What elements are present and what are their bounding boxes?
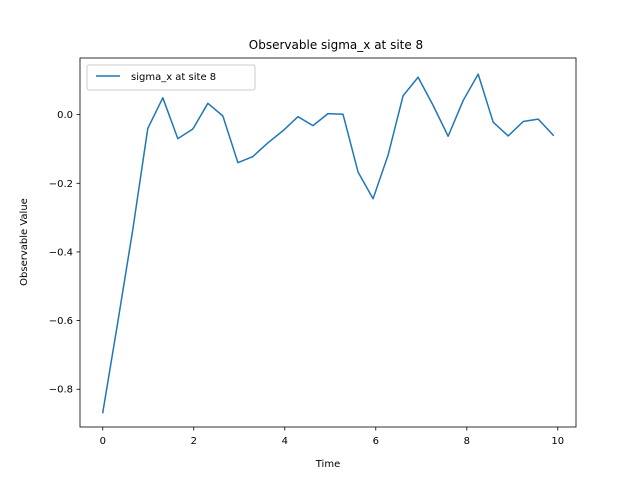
axes-frame <box>79 57 577 428</box>
x-axis: 0 2 4 6 8 10 <box>100 427 564 447</box>
x-axis-label: Time <box>315 459 340 470</box>
y-tick-label: −0.2 <box>49 179 73 190</box>
plot-area <box>101 73 555 414</box>
legend-label: sigma_x at site 8 <box>131 72 216 83</box>
y-tick-label: −0.8 <box>49 385 73 396</box>
x-tick-label: 10 <box>551 436 564 447</box>
y-tick-label: 0.0 <box>57 110 73 121</box>
y-tick-label: −0.6 <box>49 316 73 327</box>
x-tick-label: 0 <box>100 436 106 447</box>
y-axis-label: Observable Value <box>19 198 30 286</box>
legend-box <box>86 64 256 91</box>
x-tick-label: 4 <box>282 436 288 447</box>
chart-title: Observable sigma_x at site 8 <box>249 38 423 52</box>
y-tick-label: −0.4 <box>49 247 73 258</box>
y-axis: −0.8 −0.6 −0.4 −0.2 0.0 <box>49 110 80 396</box>
x-tick-label: 2 <box>191 436 197 447</box>
legend: sigma_x at site 8 <box>86 64 256 91</box>
x-tick-label: 6 <box>373 436 379 447</box>
series-line <box>101 73 555 414</box>
x-tick-label: 8 <box>464 436 470 447</box>
